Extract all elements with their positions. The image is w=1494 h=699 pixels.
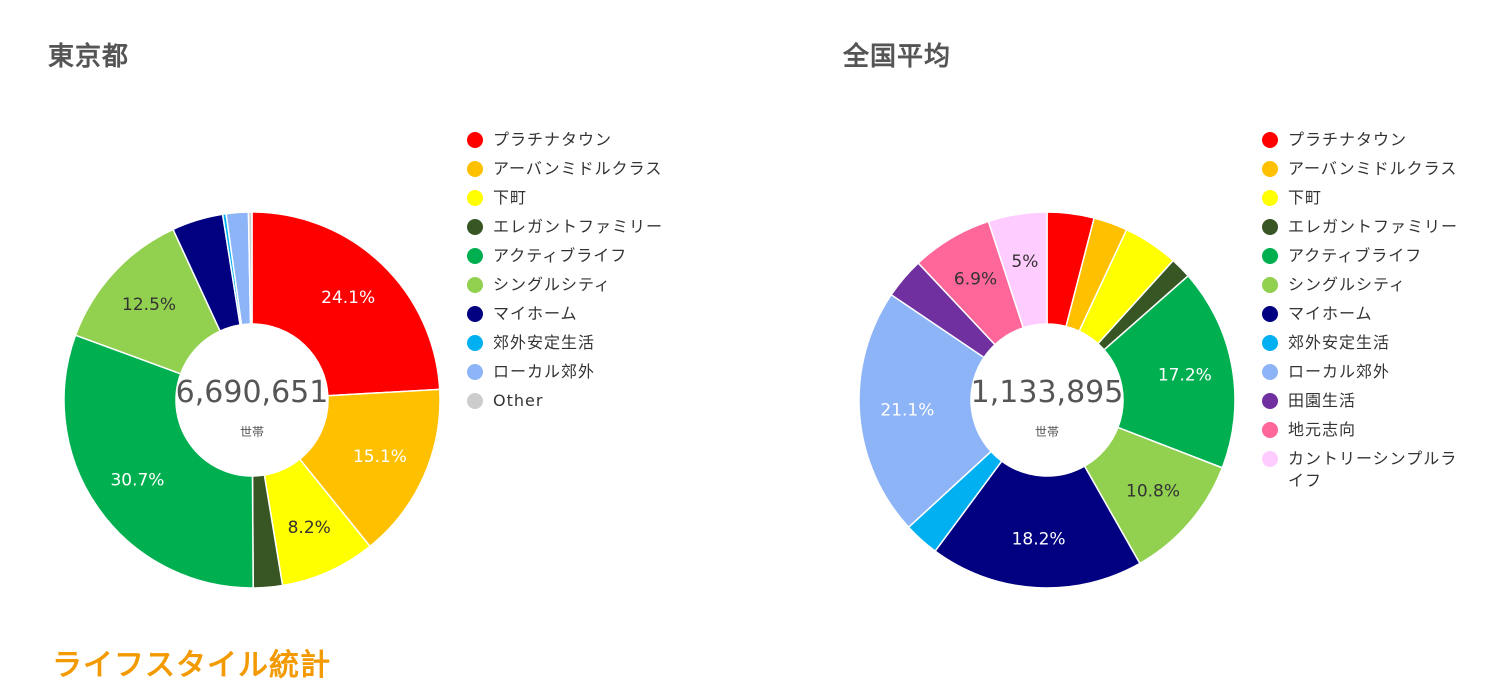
legend-swatch: [467, 161, 483, 177]
legend-swatch: [467, 335, 483, 351]
slice-5[interactable]: [63, 334, 254, 589]
legend-swatch: [1262, 190, 1278, 206]
legend-swatch: [1262, 364, 1278, 380]
legend-swatch: [1262, 335, 1278, 351]
slice-label: 5%: [1011, 252, 1038, 272]
legend-label: アクティブライフ: [493, 246, 628, 265]
legend-item[interactable]: 下町: [1262, 187, 1462, 209]
legend-swatch: [467, 190, 483, 206]
legend-label: アクティブライフ: [1288, 246, 1423, 265]
legend-item[interactable]: ローカル郊外: [467, 361, 667, 383]
legend-swatch: [467, 132, 483, 148]
legend-swatch: [1262, 132, 1278, 148]
legend-item[interactable]: マイホーム: [467, 303, 667, 325]
legend-label: 地元志向: [1288, 420, 1357, 439]
legend-label: 郊外安定生活: [1288, 333, 1391, 352]
slice-label: 6.9%: [954, 270, 997, 290]
legend-label: プラチナタウン: [1288, 130, 1408, 149]
legend-swatch: [467, 306, 483, 322]
donut-chart-tokyo: 24.1% 15.1% 8.2% 30.7% 12.5% 6,690,651 世帯: [63, 211, 441, 589]
slice-1[interactable]: [251, 211, 441, 397]
slice-label: 15.1%: [353, 447, 407, 467]
legend-item[interactable]: 田園生活: [1262, 390, 1462, 412]
legend-swatch: [1262, 393, 1278, 409]
legend-label: 下町: [493, 188, 528, 207]
slice-7[interactable]: [934, 460, 1141, 589]
legend-label: プラチナタウン: [493, 130, 613, 149]
legend-item[interactable]: カントリーシンプルライフ: [1262, 448, 1462, 492]
legend-label: ローカル郊外: [493, 362, 596, 381]
legend-label: エレガントファミリー: [493, 217, 664, 236]
legend-swatch: [1262, 219, 1278, 235]
slice-label: 12.5%: [122, 295, 176, 315]
legend-national: プラチナタウンアーバンミドルクラス 下町エレガントファミリー アクティブライフ シング…: [1262, 129, 1462, 499]
legend-item[interactable]: アクティブライフ: [467, 245, 667, 267]
legend-swatch: [1262, 306, 1278, 322]
legend-swatch: [1262, 277, 1278, 293]
legend-label: マイホーム: [1288, 304, 1373, 323]
legend-label: 田園生活: [1288, 391, 1357, 410]
legend-swatch: [1262, 451, 1278, 467]
legend-item[interactable]: 郊外安定生活: [1262, 332, 1462, 354]
legend-item[interactable]: プラチナタウン: [1262, 129, 1462, 151]
slice-5[interactable]: [1103, 274, 1236, 469]
legend-tokyo: プラチナタウンアーバンミドルクラス 下町エレガントファミリー アクティブライフ シング…: [467, 129, 667, 419]
legend-item[interactable]: シングルシティ: [467, 274, 667, 296]
legend-item[interactable]: Other: [467, 390, 667, 412]
legend-item[interactable]: アクティブライフ: [1262, 245, 1462, 267]
legend-label: Other: [493, 391, 544, 410]
legend-item[interactable]: エレガントファミリー: [1262, 216, 1462, 238]
legend-swatch: [467, 219, 483, 235]
slice-9[interactable]: [858, 293, 993, 529]
legend-item[interactable]: 郊外安定生活: [467, 332, 667, 354]
slice-label: 21.1%: [880, 400, 934, 420]
legend-item[interactable]: プラチナタウン: [467, 129, 667, 151]
legend-label: シングルシティ: [493, 275, 612, 294]
legend-label: マイホーム: [493, 304, 578, 323]
legend-label: エレガントファミリー: [1288, 217, 1459, 236]
legend-swatch: [467, 393, 483, 409]
legend-swatch: [1262, 248, 1278, 264]
legend-swatch: [1262, 422, 1278, 438]
legend-label: カントリーシンプルライフ: [1288, 449, 1458, 490]
legend-item[interactable]: エレガントファミリー: [467, 216, 667, 238]
legend-label: 下町: [1288, 188, 1323, 207]
legend-label: アーバンミドルクラス: [493, 159, 663, 178]
legend-label: 郊外安定生活: [493, 333, 596, 352]
center-unit: 世帯: [240, 425, 264, 439]
legend-swatch: [1262, 161, 1278, 177]
slice-12[interactable]: [987, 211, 1048, 329]
legend-item[interactable]: アーバンミドルクラス: [1262, 158, 1462, 180]
slice-label: 24.1%: [321, 288, 375, 308]
slice-2[interactable]: [298, 388, 441, 548]
legend-label: アーバンミドルクラス: [1288, 159, 1458, 178]
slice-label: 30.7%: [110, 471, 164, 491]
legend-item[interactable]: シングルシティ: [1262, 274, 1462, 296]
slice-10[interactable]: [247, 211, 253, 325]
legend-label: ローカル郊外: [1288, 362, 1391, 381]
slice-label: 17.2%: [1158, 365, 1212, 385]
center-total: 1,133,895: [971, 375, 1124, 410]
legend-swatch: [467, 364, 483, 380]
legend-label: シングルシティ: [1288, 275, 1407, 294]
slice-label: 10.8%: [1126, 481, 1180, 501]
chart-title-national: 全国平均: [843, 42, 952, 72]
legend-item[interactable]: 下町: [467, 187, 667, 209]
slice-label: 18.2%: [1012, 530, 1066, 550]
legend-item[interactable]: ローカル郊外: [1262, 361, 1462, 383]
chart-title-tokyo: 東京都: [48, 42, 130, 72]
center-unit: 世帯: [1035, 425, 1059, 439]
donut-chart-national: 17.2% 10.8% 18.2% 21.1% 6.9% 5% 1,133,895 世帯: [858, 211, 1236, 589]
legend-swatch: [467, 248, 483, 264]
center-total: 6,690,651: [176, 375, 329, 410]
legend-item[interactable]: 地元志向: [1262, 419, 1462, 441]
legend-item[interactable]: マイホーム: [1262, 303, 1462, 325]
section-title: ライフスタイル統計: [52, 648, 331, 683]
legend-item[interactable]: アーバンミドルクラス: [467, 158, 667, 180]
legend-swatch: [467, 277, 483, 293]
slice-label: 8.2%: [288, 518, 331, 538]
